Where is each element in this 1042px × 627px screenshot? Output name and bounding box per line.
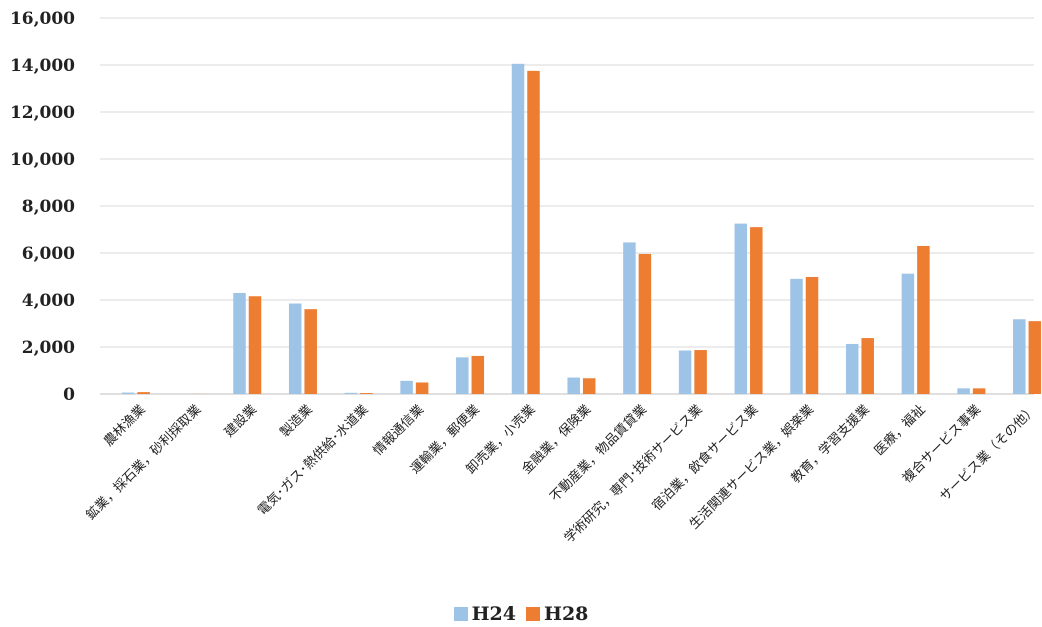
y-axis-ticks: 0 2,000 4,000 6,000 8,000 10,000 12,000 14,000 1…: [10, 9, 75, 405]
legend: H24 H28: [0, 603, 1042, 625]
x-tick-label: 農林漁業: [101, 402, 149, 450]
y-tick-label: 2,000: [22, 338, 75, 358]
bar-h24-12: [790, 278, 803, 394]
y-tick-label: 6,000: [22, 244, 75, 264]
bar-h28-6: [471, 355, 485, 394]
y-tick-label: 4,000: [22, 291, 75, 311]
bar-h24-3: [288, 303, 302, 394]
bar-h28-11: [750, 227, 763, 394]
x-tick-label: 建設業: [221, 402, 260, 441]
x-tick-label: 不動産業，物品賃貸業: [547, 402, 650, 505]
bar-h28-0: [137, 392, 150, 394]
bar-h28-8: [582, 378, 596, 394]
legend-label-h24: H24: [471, 603, 516, 625]
bar-h24-16: [1013, 319, 1026, 394]
bars: [121, 63, 1042, 394]
y-tick-label: 14,000: [10, 56, 75, 76]
x-tick-label: 医療，福祉: [872, 402, 929, 459]
bar-h28-10: [694, 350, 707, 394]
legend-swatch-h28: [526, 607, 540, 621]
bar-h24-6: [456, 357, 469, 394]
bar-h28-3: [304, 309, 317, 394]
bar-h24-7: [511, 63, 525, 394]
x-tick-label: 製造業: [277, 402, 316, 441]
y-tick-label: 8,000: [22, 197, 75, 217]
y-tick-label: 0: [63, 385, 75, 405]
x-tick-label: 電気･ガス･熱供給･水道業: [254, 402, 371, 519]
bar-h24-13: [845, 343, 859, 394]
y-tick-label: 12,000: [10, 103, 75, 123]
bar-h24-11: [734, 223, 748, 394]
bar-h24-10: [678, 350, 692, 394]
y-tick-label: 10,000: [10, 150, 75, 170]
bar-h28-2: [248, 296, 262, 394]
bar-h28-16: [1028, 321, 1042, 394]
legend-item-h28: H28: [526, 603, 588, 625]
legend-label-h28: H28: [544, 603, 589, 625]
bar-h28-13: [861, 338, 874, 394]
y-tick-label: 16,000: [10, 9, 75, 29]
bar-h24-4: [344, 392, 358, 394]
x-tick-label: 情報通信業: [370, 402, 427, 459]
bar-h24-15: [957, 388, 970, 394]
bar-h24-14: [901, 273, 915, 394]
bar-h24-2: [233, 292, 246, 394]
bar-h28-4: [360, 393, 373, 394]
bar-h24-0: [121, 392, 135, 394]
bar-h24-5: [400, 380, 413, 394]
x-tick-label: 宿泊業，飲食サービス業: [649, 402, 761, 514]
bar-h28-12: [805, 276, 819, 394]
chart-canvas: 0 2,000 4,000 6,000 8,000 10,000 12,000 14,000 1…: [10, 9, 1042, 547]
bar-h28-5: [415, 382, 429, 394]
bar-h28-9: [638, 253, 652, 394]
legend-swatch-h24: [453, 607, 468, 621]
bar-h28-14: [917, 245, 930, 394]
legend-item-h24: H24: [453, 603, 516, 625]
bar-h24-8: [567, 377, 580, 394]
bar-h24-9: [623, 242, 636, 394]
x-tick-label: 鉱業，採石業，砂利採取業: [83, 402, 205, 524]
bar-h28-15: [972, 388, 986, 394]
x-tick-label: サービス業（その他）: [937, 402, 1040, 505]
bar-h28-7: [527, 70, 540, 394]
